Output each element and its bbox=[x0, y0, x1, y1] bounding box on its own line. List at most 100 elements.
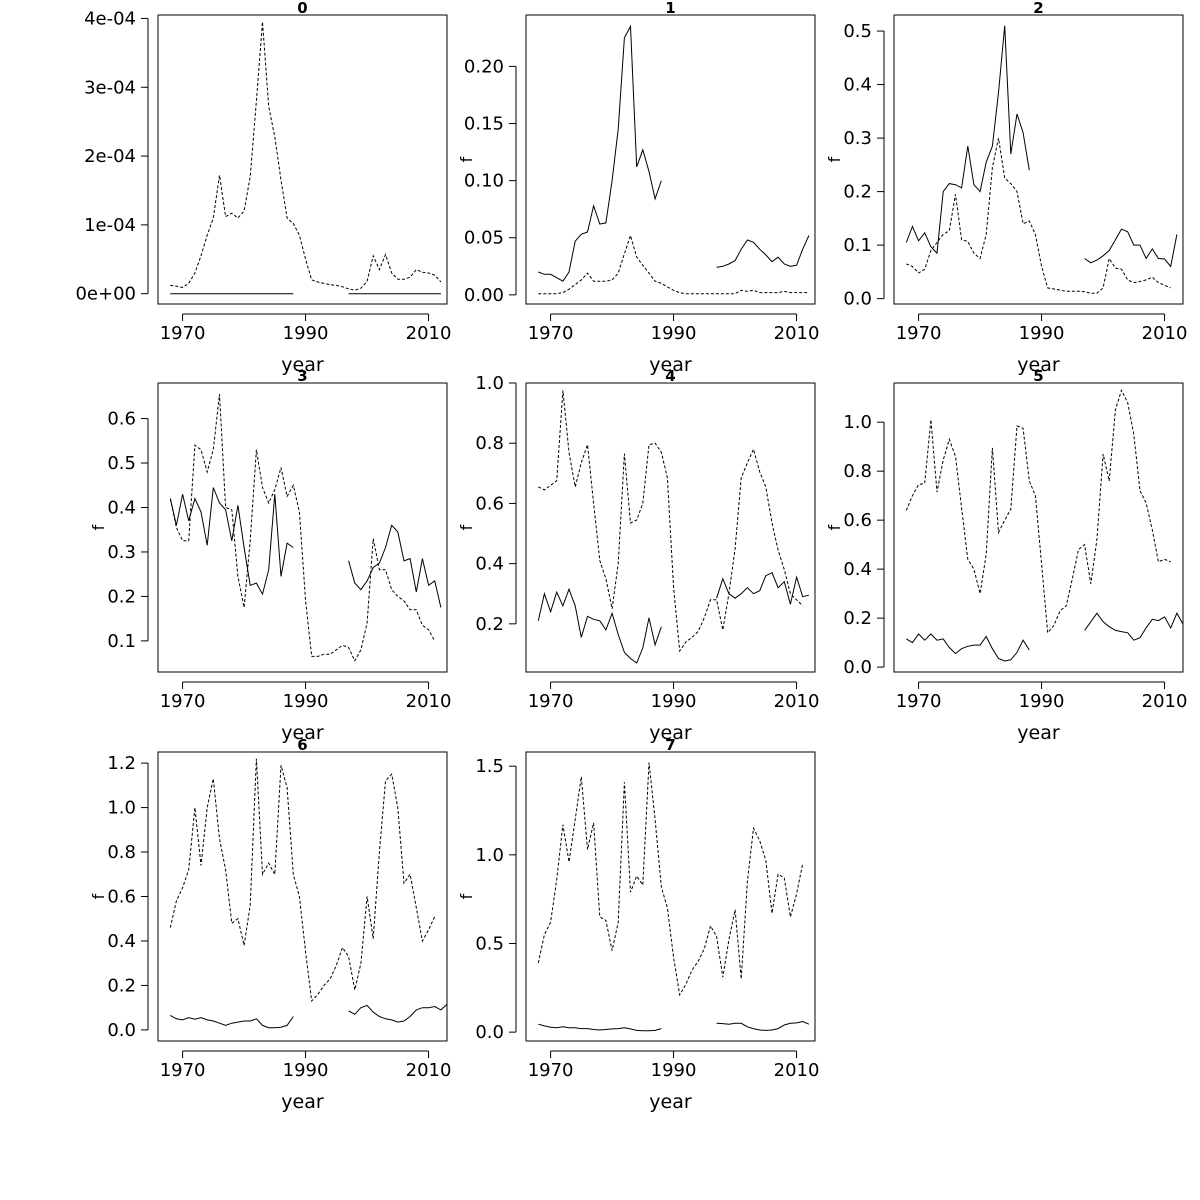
x-tick-label: 1990 bbox=[283, 1060, 329, 1081]
y-tick-label: 0.15 bbox=[464, 114, 504, 135]
plot-frame bbox=[893, 382, 1184, 673]
y-tick-label: 0.8 bbox=[475, 433, 504, 454]
y-tick-label: 0.3 bbox=[107, 542, 136, 563]
y-tick-label: 0.2 bbox=[475, 614, 504, 635]
y-tick-label: 0.4 bbox=[107, 931, 136, 952]
x-tick-label: 2010 bbox=[774, 323, 820, 344]
y-tick-label: 0.1 bbox=[843, 235, 872, 256]
y-axis-label: f bbox=[825, 156, 844, 162]
panel-title: 7 bbox=[665, 736, 675, 754]
x-axis-label: year bbox=[649, 722, 692, 744]
y-tick-label: 0.10 bbox=[464, 171, 504, 192]
x-tick-label: 1970 bbox=[160, 1060, 206, 1081]
y-tick-label: 0.1 bbox=[107, 631, 136, 652]
x-tick-label: 2010 bbox=[406, 1060, 452, 1081]
x-axis-label: year bbox=[1017, 354, 1060, 376]
series-solid-line-1 bbox=[716, 235, 810, 268]
y-tick-label: 3e-04 bbox=[84, 77, 136, 98]
panel-6: 6 1970 1990 2010 year 0.0 0.2 0.4 0.6 0.8 1.0 1.2 f bbox=[89, 736, 451, 1113]
y-tick-label: 2e-04 bbox=[84, 146, 136, 167]
series-dashed-line-0 bbox=[169, 394, 436, 663]
y-tick-label: 0.4 bbox=[843, 559, 872, 580]
y-tick-label: 1.2 bbox=[107, 753, 136, 774]
y-tick-label: 0.5 bbox=[843, 21, 872, 42]
x-axis-label: year bbox=[649, 1091, 692, 1113]
panel-2: 2 1970 1990 2010 year 0.0 0.1 0.2 0.3 0.4 0.5 f bbox=[825, 0, 1187, 376]
panel-5: 5 1970 1990 2010 year 0.0 0.2 0.4 0.6 0.8 1.0 f bbox=[825, 367, 1187, 744]
y-tick-label: 1e-04 bbox=[84, 215, 136, 236]
y-axis-label: f bbox=[89, 524, 108, 530]
y-tick-label: 0.0 bbox=[843, 657, 872, 678]
y-tick-label: 0.2 bbox=[843, 182, 872, 203]
y-tick-label: 0.5 bbox=[475, 933, 504, 954]
x-axis-label: year bbox=[281, 1091, 324, 1113]
x-tick-label: 1970 bbox=[896, 691, 942, 712]
panel-title: 5 bbox=[1033, 367, 1043, 385]
series-solid-line-0 bbox=[538, 1023, 662, 1032]
series-dashed-line-0 bbox=[170, 21, 442, 291]
y-tick-label: 1.0 bbox=[843, 412, 872, 433]
x-tick-label: 1990 bbox=[1019, 323, 1065, 344]
series-solid-line-1 bbox=[1084, 612, 1184, 641]
series-solid-line-1 bbox=[348, 1003, 448, 1023]
x-axis-label: year bbox=[281, 354, 324, 376]
y-tick-label: 0.8 bbox=[107, 842, 136, 863]
y-tick-label: 0.6 bbox=[107, 409, 136, 430]
panel-title: 6 bbox=[297, 736, 307, 754]
y-tick-label: 0.4 bbox=[475, 554, 504, 575]
x-tick-label: 2010 bbox=[1142, 691, 1188, 712]
plot-frame bbox=[157, 751, 448, 1042]
x-axis-label: year bbox=[649, 354, 692, 376]
x-tick-label: 1990 bbox=[651, 691, 697, 712]
plot-frame bbox=[525, 14, 816, 305]
y-tick-label: 1.0 bbox=[475, 373, 504, 394]
y-tick-label: 0.00 bbox=[464, 285, 504, 306]
series-solid-line-1 bbox=[716, 572, 810, 605]
y-tick-label: 0.4 bbox=[843, 75, 872, 96]
y-tick-label: 0.05 bbox=[464, 228, 504, 249]
x-tick-label: 2010 bbox=[406, 323, 452, 344]
plot-frame bbox=[525, 751, 816, 1042]
x-tick-label: 1970 bbox=[896, 323, 942, 344]
plot-frame bbox=[525, 382, 816, 673]
plot-frame bbox=[157, 382, 448, 673]
y-tick-label: 0.6 bbox=[475, 493, 504, 514]
series-dashed-line-0 bbox=[169, 758, 436, 1003]
series-solid-line-0 bbox=[537, 587, 662, 664]
series-dashed-line-0 bbox=[906, 137, 1171, 294]
y-tick-label: 0.3 bbox=[843, 128, 872, 149]
panel-0: 0 1970 1990 2010 year 0e+00 1e-04 2e-04 3e-04 4e-… bbox=[75, 0, 451, 376]
y-axis-label: f bbox=[89, 893, 108, 899]
x-tick-label: 1990 bbox=[1019, 691, 1065, 712]
series-solid-line-1 bbox=[1084, 228, 1178, 268]
series-dashed-line-0 bbox=[905, 388, 1171, 635]
y-tick-label: 0.0 bbox=[843, 289, 872, 310]
panel-4: 4 1970 1990 2010 year 0.2 0.4 0.6 0.8 1.0 f bbox=[457, 367, 819, 744]
x-tick-label: 2010 bbox=[1142, 323, 1188, 344]
series-solid-line-1 bbox=[716, 1020, 810, 1031]
panel-title: 2 bbox=[1033, 0, 1043, 17]
x-tick-label: 1990 bbox=[651, 323, 697, 344]
y-tick-label: 0.2 bbox=[843, 608, 872, 629]
y-tick-label: 1.0 bbox=[107, 798, 136, 819]
panel-title: 4 bbox=[665, 367, 675, 385]
plot-frame bbox=[893, 14, 1184, 305]
y-axis-label: f bbox=[825, 524, 844, 530]
y-tick-label: 0.6 bbox=[843, 510, 872, 531]
y-tick-label: 0.2 bbox=[107, 586, 136, 607]
y-tick-label: 0.0 bbox=[475, 1022, 504, 1043]
x-tick-label: 2010 bbox=[774, 691, 820, 712]
x-tick-label: 1970 bbox=[528, 323, 574, 344]
panel-1: 1 1970 1990 2010 year 0.00 0.05 0.10 0.15 0.20 f bbox=[457, 0, 819, 376]
y-tick-label: 0.0 bbox=[107, 1020, 136, 1041]
x-tick-label: 1970 bbox=[528, 1060, 574, 1081]
x-tick-label: 2010 bbox=[774, 1060, 820, 1081]
y-axis-label: f bbox=[457, 524, 476, 530]
x-axis-label: year bbox=[1017, 722, 1060, 744]
y-axis-label: f bbox=[457, 893, 476, 899]
x-tick-label: 1970 bbox=[160, 323, 206, 344]
x-tick-label: 2010 bbox=[406, 691, 452, 712]
y-tick-label: 0.20 bbox=[464, 56, 504, 77]
y-tick-label: 0.6 bbox=[107, 887, 136, 908]
